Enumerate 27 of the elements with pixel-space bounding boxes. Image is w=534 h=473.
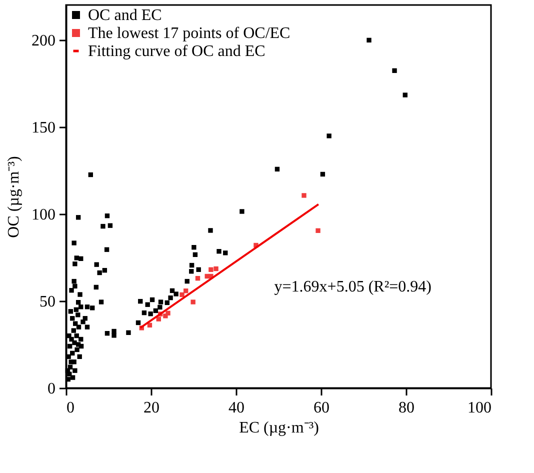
point xyxy=(316,228,320,233)
x-tick-label: 40 xyxy=(228,400,244,416)
point xyxy=(190,300,196,304)
point xyxy=(180,292,184,298)
y-tick-label: 150 xyxy=(32,119,56,136)
point xyxy=(214,266,218,272)
legend-label: OC and EC xyxy=(88,7,162,24)
y-tick-label: 50 xyxy=(40,293,56,310)
point xyxy=(166,310,170,316)
annotation: y=1.69x+5.05 (R²=0.94) xyxy=(274,278,432,296)
x-tick-label: 80 xyxy=(398,400,414,416)
y-tick-label: 0 xyxy=(48,380,56,398)
y-axis-title: OC (µg·m⁻³) xyxy=(6,156,22,238)
legend-label: Fitting curve of OC and EC xyxy=(88,43,266,60)
x-axis-title: EC (µg·m⁻³) xyxy=(239,420,319,436)
y-tick-label: 200 xyxy=(32,32,56,50)
point xyxy=(208,267,214,272)
x-tick-label: 0 xyxy=(66,400,74,416)
point xyxy=(302,193,306,198)
point xyxy=(156,316,161,322)
y-tick-label: 100 xyxy=(32,206,56,224)
x-tick-label: 100 xyxy=(468,400,492,416)
point xyxy=(195,276,200,281)
legend-label: The lowest 17 points of OC/EC xyxy=(88,25,290,42)
point xyxy=(184,288,188,294)
x-tick-label: 20 xyxy=(144,400,160,416)
x-tick-label: 60 xyxy=(314,400,330,416)
